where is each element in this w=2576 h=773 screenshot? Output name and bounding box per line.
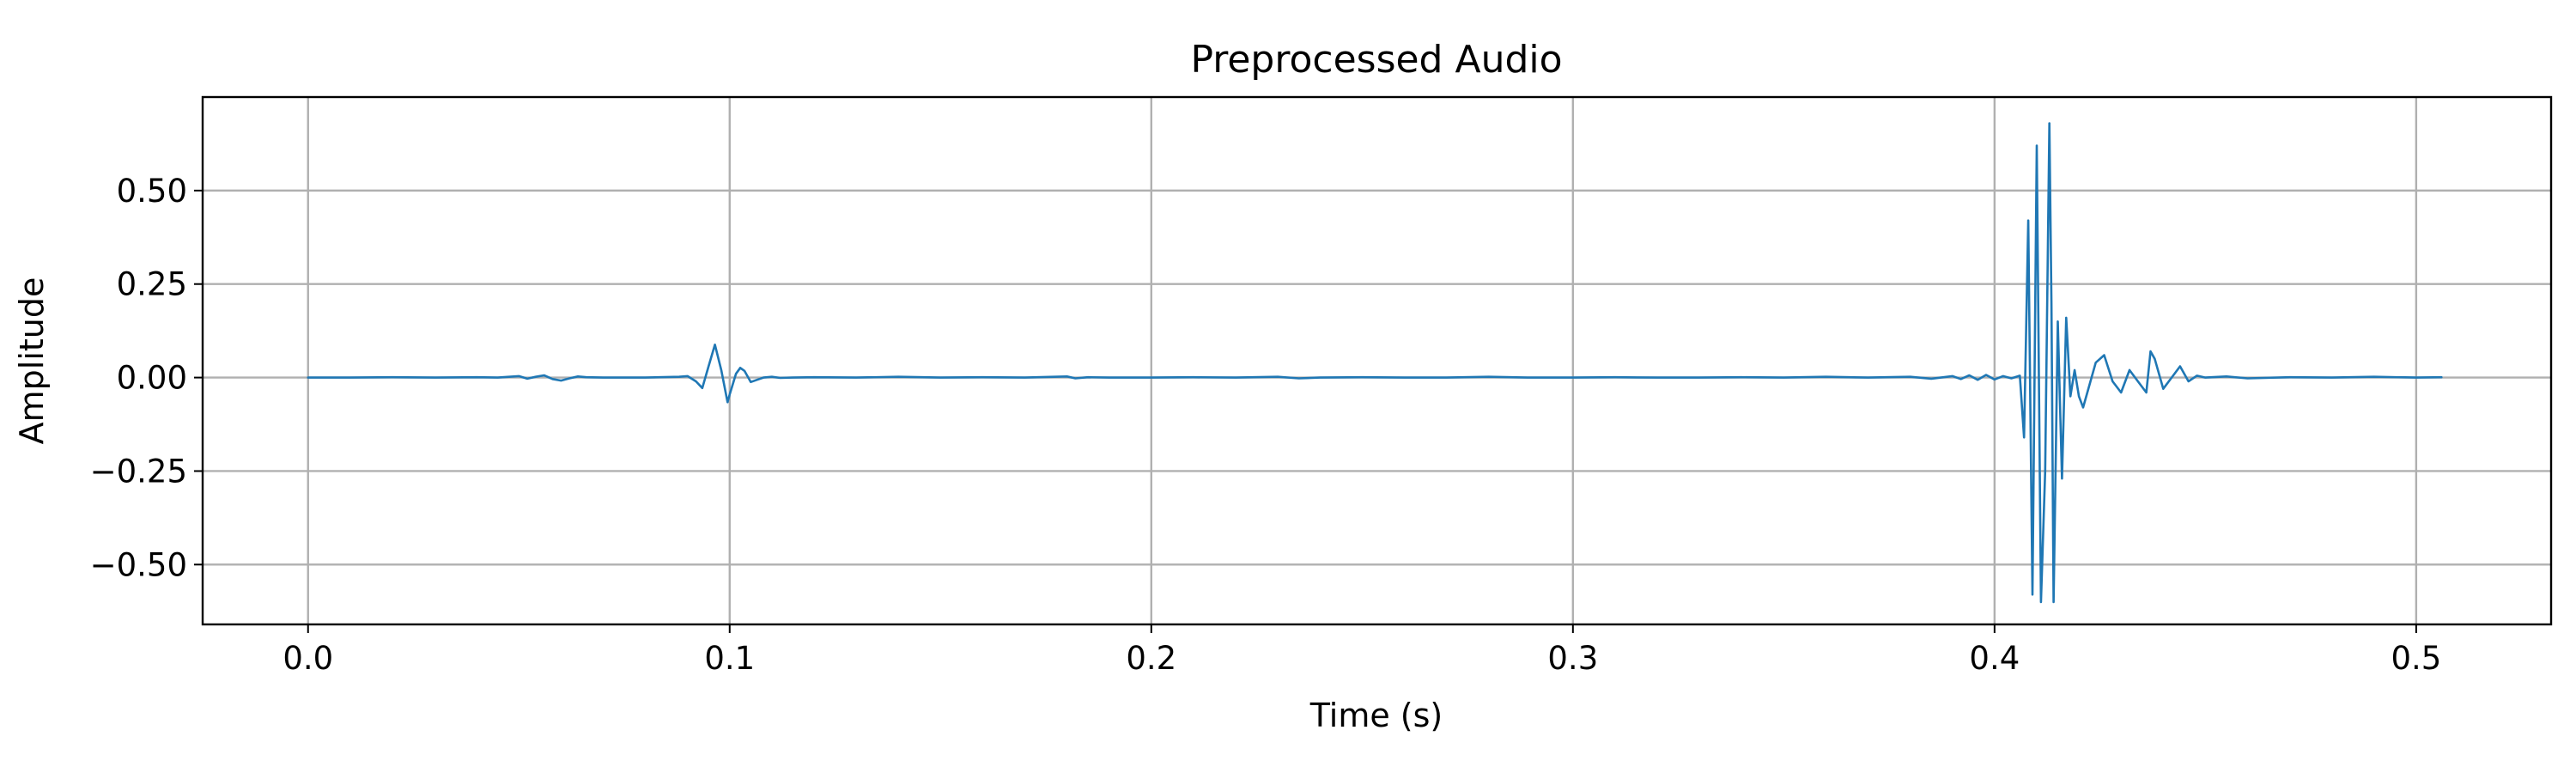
y-axis-ticks: 0.50 0.25 0.00 −0.25 −0.50 (90, 173, 203, 583)
y-tick-label: −0.50 (90, 546, 187, 583)
series-line-waveform (307, 122, 2443, 604)
y-axis-label: Amplitude (13, 277, 51, 445)
x-tick-label: 0.1 (704, 640, 755, 677)
plot-area-frame (201, 95, 2553, 626)
x-tick-label: 0.4 (1969, 640, 2020, 677)
y-tick-label: −0.25 (90, 453, 187, 490)
y-tick-label: 0.00 (117, 360, 187, 397)
x-tick-label: 0.3 (1547, 640, 1598, 677)
series-layer (307, 122, 2443, 604)
y-tick-label: 0.50 (117, 173, 187, 210)
x-tick-label: 0.2 (1126, 640, 1176, 677)
x-axis-label: Time (s) (1309, 697, 1443, 734)
x-tick-label: 0.0 (283, 640, 333, 677)
chart-title: Preprocessed Audio (1190, 38, 1562, 82)
y-tick-label: 0.25 (117, 266, 187, 303)
x-axis-ticks: 0.0 0.1 0.2 0.3 0.4 0.5 (283, 624, 2441, 677)
x-tick-label: 0.5 (2391, 640, 2441, 677)
